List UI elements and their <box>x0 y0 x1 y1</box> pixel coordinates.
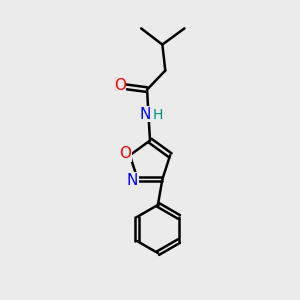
Text: N: N <box>139 106 151 122</box>
Text: N: N <box>127 173 138 188</box>
Text: O: O <box>114 78 126 93</box>
Text: O: O <box>119 146 131 161</box>
Text: H: H <box>152 108 163 122</box>
